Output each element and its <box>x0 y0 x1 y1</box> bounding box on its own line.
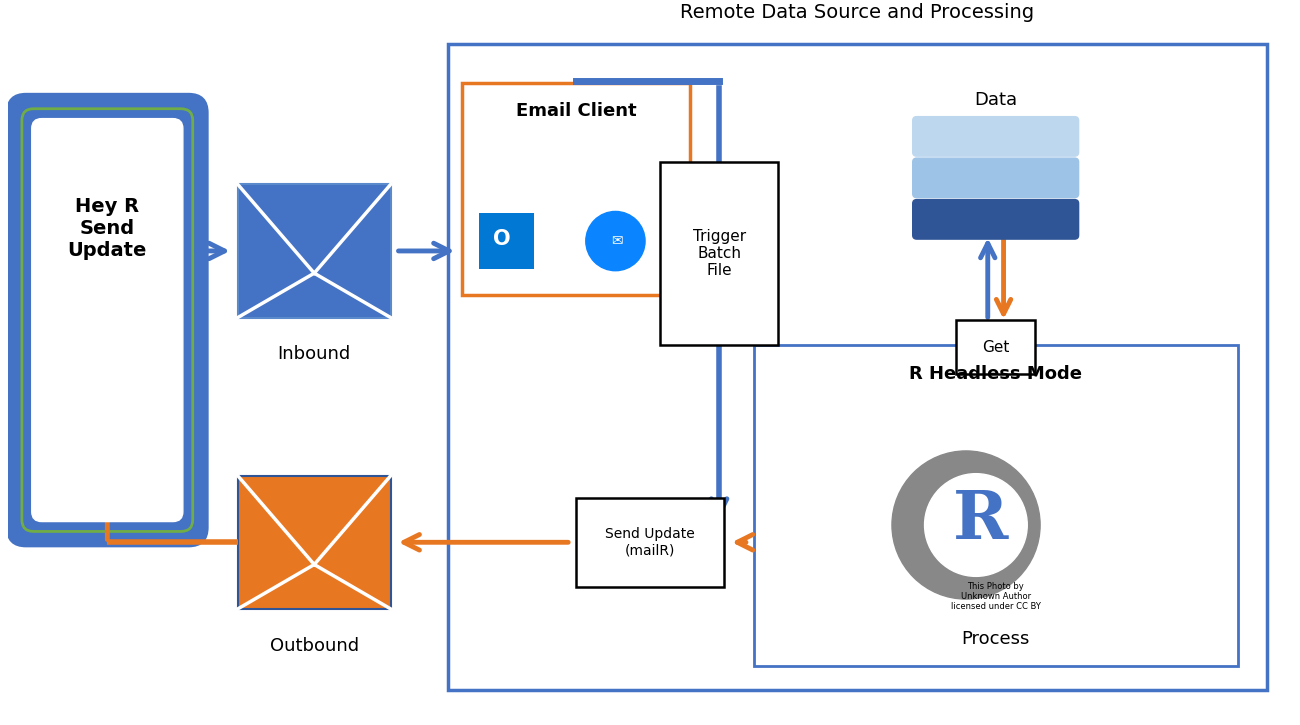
FancyBboxPatch shape <box>957 320 1035 374</box>
Circle shape <box>924 473 1027 576</box>
Text: R: R <box>953 488 1009 552</box>
Text: Inbound: Inbound <box>278 345 351 363</box>
Text: Email Client: Email Client <box>516 102 636 120</box>
Text: Outbound: Outbound <box>269 637 359 655</box>
Text: Mobile Device: Mobile Device <box>53 495 161 510</box>
Text: Hey R
Send
Update: Hey R Send Update <box>68 197 147 260</box>
FancyBboxPatch shape <box>8 95 207 545</box>
Text: This Photo by
Unknown Author
licensed under CC BY: This Photo by Unknown Author licensed un… <box>950 581 1040 611</box>
FancyBboxPatch shape <box>754 345 1238 666</box>
FancyBboxPatch shape <box>480 213 534 269</box>
Circle shape <box>586 212 645 270</box>
FancyBboxPatch shape <box>913 158 1079 198</box>
FancyBboxPatch shape <box>576 498 724 587</box>
FancyBboxPatch shape <box>22 109 192 531</box>
Text: R Headless Mode: R Headless Mode <box>909 365 1082 383</box>
Text: Data: Data <box>974 91 1017 109</box>
FancyBboxPatch shape <box>913 199 1079 239</box>
Text: ✉: ✉ <box>611 234 623 248</box>
Text: Remote Data Source and Processing: Remote Data Source and Processing <box>680 3 1035 22</box>
Text: Trigger
Batch
File: Trigger Batch File <box>693 228 746 278</box>
Text: Send Update
(mailR): Send Update (mailR) <box>604 527 696 558</box>
Text: Get: Get <box>982 340 1009 355</box>
FancyBboxPatch shape <box>238 476 391 609</box>
FancyBboxPatch shape <box>463 83 689 295</box>
Text: O: O <box>493 229 511 249</box>
FancyBboxPatch shape <box>660 162 779 345</box>
FancyBboxPatch shape <box>31 119 183 521</box>
FancyBboxPatch shape <box>238 184 391 318</box>
FancyBboxPatch shape <box>447 44 1268 690</box>
Text: Process: Process <box>962 630 1030 648</box>
FancyBboxPatch shape <box>913 117 1079 156</box>
Circle shape <box>892 451 1040 599</box>
